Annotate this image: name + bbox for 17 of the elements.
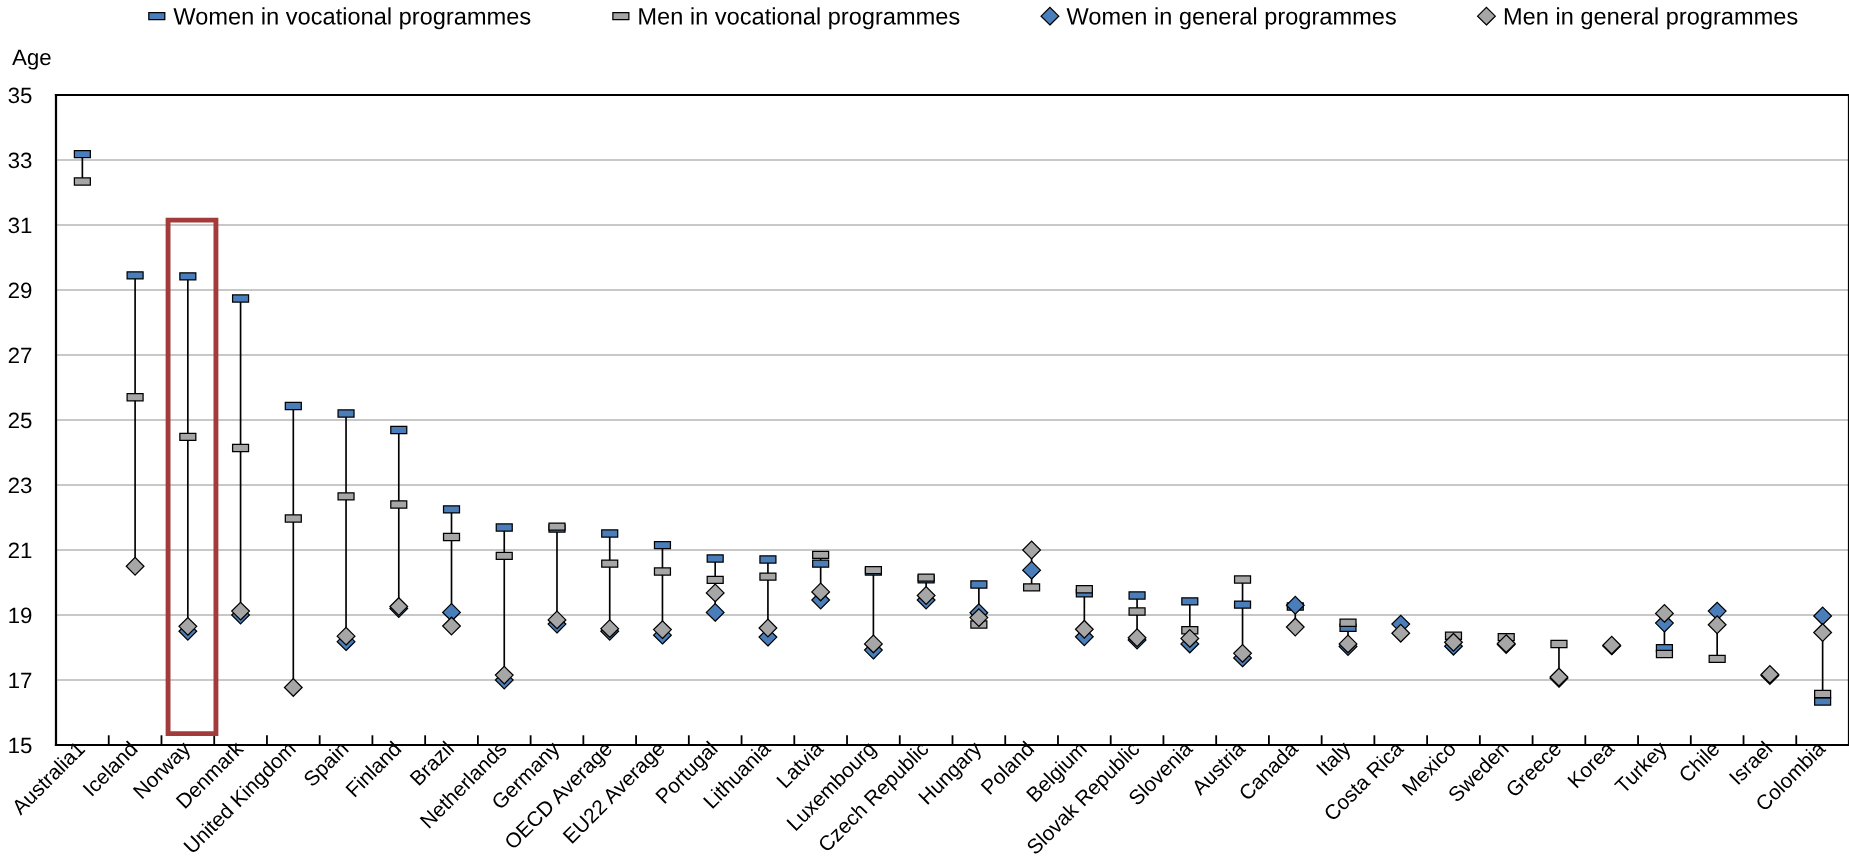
y-tick-label: 35 <box>8 87 32 104</box>
y-tick-label: 25 <box>8 412 32 429</box>
legend-label: Women in general programmes <box>1066 7 1396 30</box>
y-tick-label: 17 <box>9 672 32 689</box>
legend-label: Women in vocational programmes <box>173 7 531 30</box>
y-tick-label: 27 <box>8 347 32 364</box>
y-axis-title: Age <box>12 49 51 70</box>
y-tick-label: 31 <box>8 217 32 234</box>
legend-label: Men in vocational programmes <box>639 7 960 30</box>
y-tick-label: 21 <box>8 542 32 559</box>
y-tick-label: 33 <box>8 152 32 169</box>
x-tick-label: Chile <box>1677 740 1721 784</box>
y-tick-label: 29 <box>8 282 32 299</box>
y-tick-label: 19 <box>9 607 32 624</box>
x-tick-label: Italy <box>1315 739 1355 779</box>
legend-label: Men in general programmes <box>1504 7 1798 30</box>
y-tick-label: 23 <box>8 477 32 494</box>
